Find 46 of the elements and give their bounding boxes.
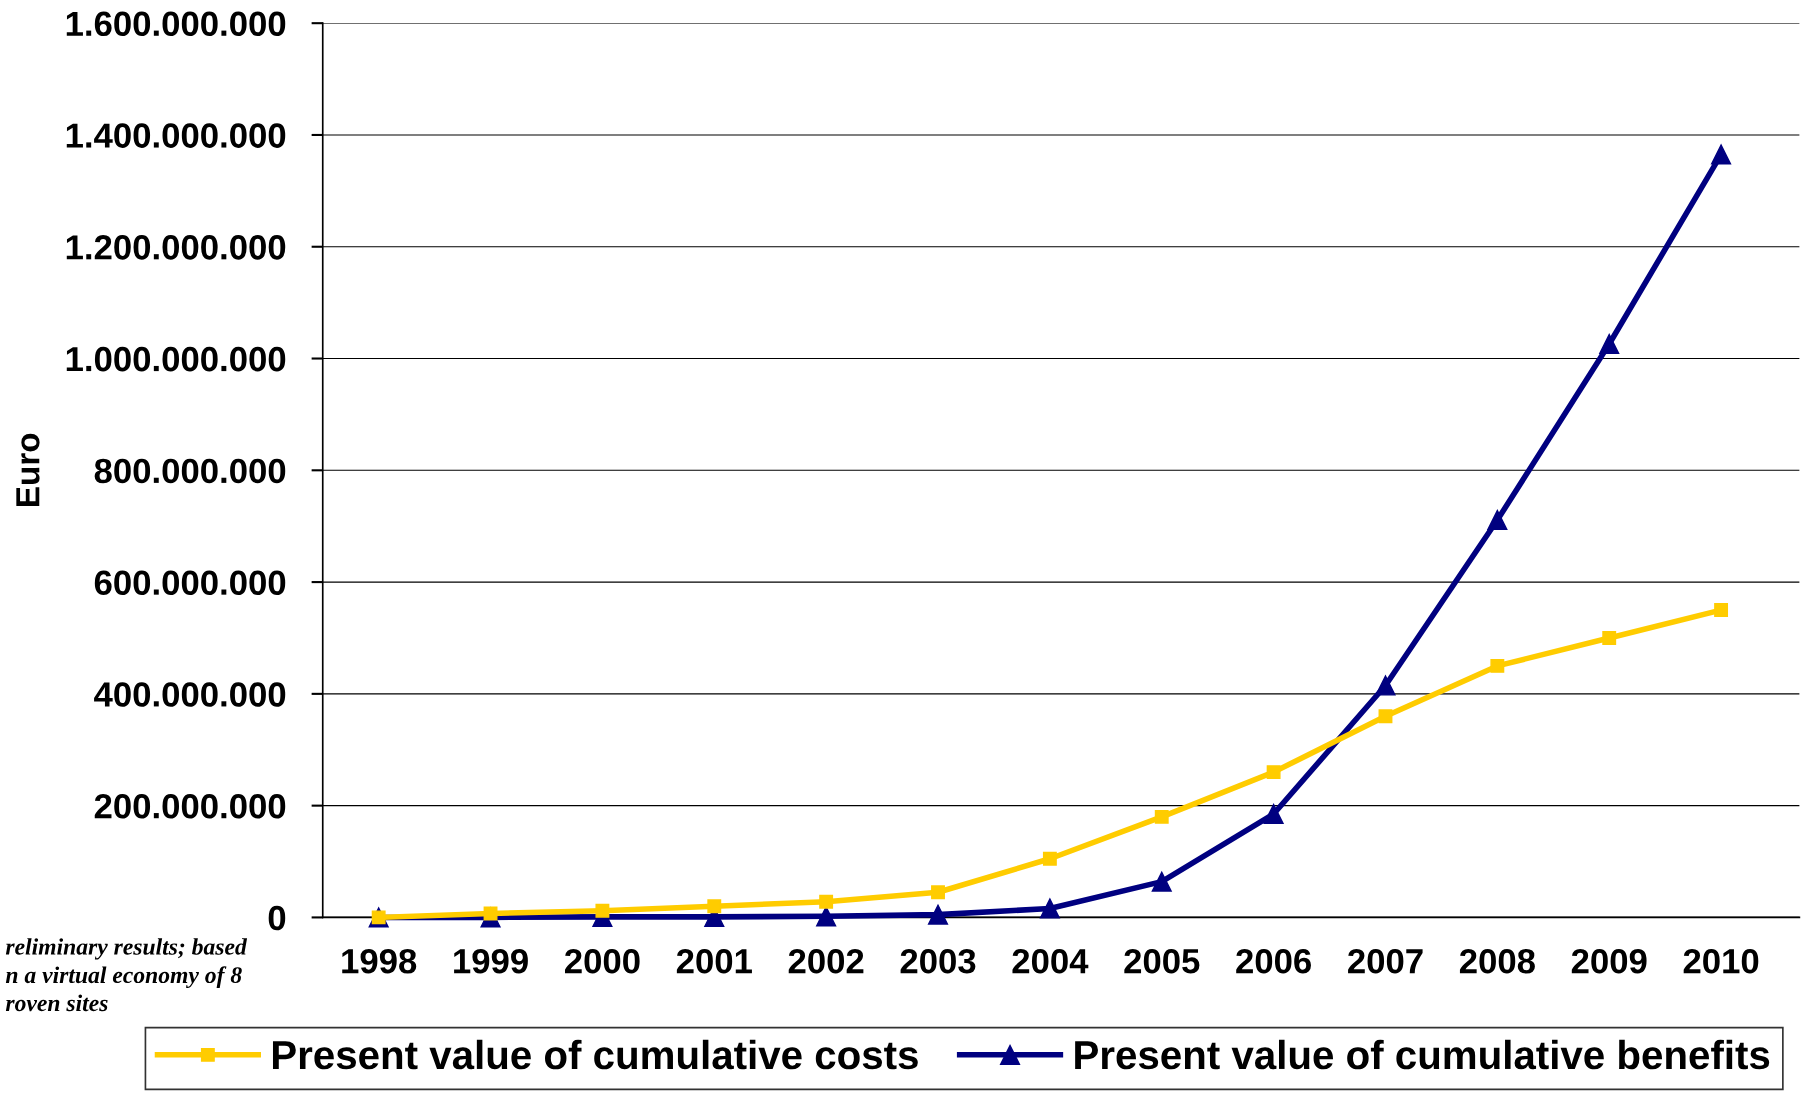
x-tick-label: 2000 [564,948,640,974]
point [1154,809,1169,824]
x-tick-label: 2010 [1683,948,1759,974]
legend-label: Present value of cumulative costs [272,1039,918,1070]
point [1151,871,1172,892]
x-tick-label: 1999 [454,948,528,974]
y-tick-label: 0 [268,905,286,931]
point [931,885,945,900]
x-tick-label: 2004 [1012,948,1089,974]
y-tick-label: 600.000.000 [94,570,286,596]
point [1714,603,1729,617]
legend-label: Present value of cumulative benefits [1075,1039,1770,1070]
x-tick-label: 2001 [676,948,752,974]
point [595,903,610,918]
y-tick-label: 1.000.000.000 [66,346,286,372]
point [819,894,834,909]
x-tick-label: 2007 [1348,948,1423,974]
point [1711,144,1732,165]
y-tick-label: 200.000.000 [94,793,286,819]
point [816,906,837,927]
point [1378,709,1393,724]
point [1599,333,1620,355]
point [1042,851,1057,866]
x-tick-label: 2008 [1459,948,1535,974]
point [1487,509,1508,531]
point [1263,803,1284,825]
point [1039,898,1060,919]
point [927,904,949,925]
y-tick-label: 1.400.000.000 [66,123,286,148]
point [1375,675,1396,696]
y-axis-title: Euro [16,433,40,507]
x-tick-label: 2002 [788,948,864,974]
y-tick-label: 400.000.000 [94,682,286,707]
x-tick-label: 2009 [1571,948,1647,974]
y-tick-label: 800.000.000 [94,458,286,484]
x-tick-label: 2005 [1124,948,1200,974]
y-tick-label: 1.200.000.000 [66,235,286,260]
point [1266,765,1281,780]
y-tick-label: 1.600.000.000 [66,11,286,37]
x-tick-label: 1998 [342,948,417,974]
point [707,899,722,914]
x-tick-label: 2006 [1236,948,1311,974]
point [1602,631,1617,645]
x-tick-label: 2003 [900,948,976,974]
text: reliminary results; based n a virtual economy of 8 roven sites [5,938,248,1012]
point [1490,658,1505,673]
